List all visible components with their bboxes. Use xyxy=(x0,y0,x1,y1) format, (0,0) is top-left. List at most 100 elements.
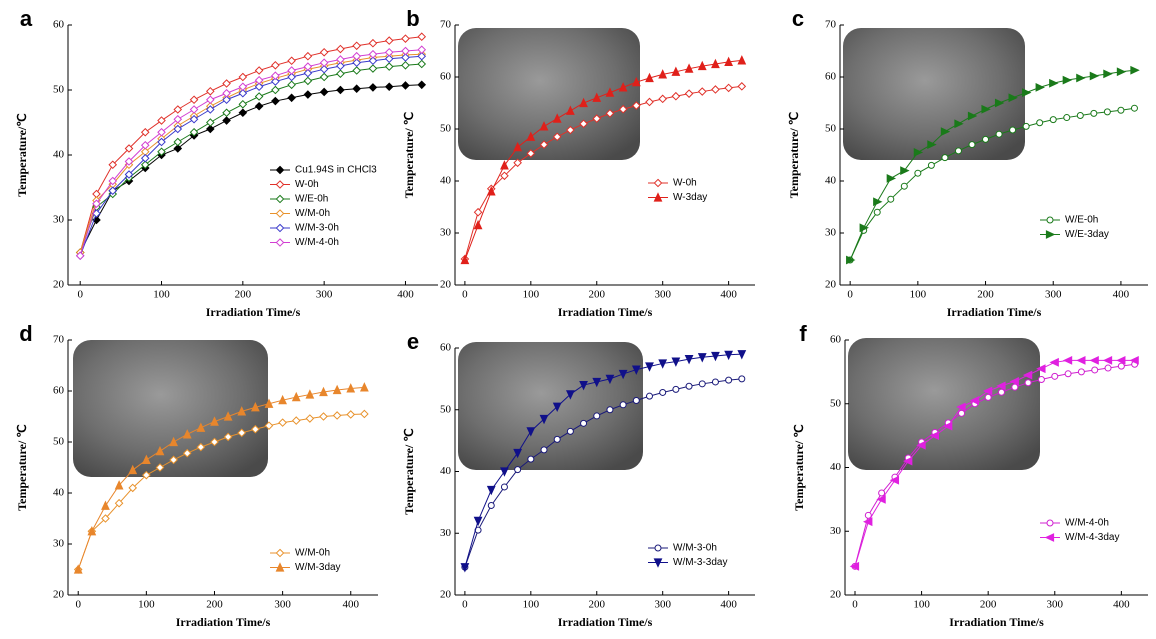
data-point xyxy=(1090,109,1098,117)
legend-marker xyxy=(1045,230,1056,239)
panel-label: c xyxy=(792,6,804,31)
legend-label: W-0h xyxy=(673,178,697,189)
data-point xyxy=(264,398,274,408)
data-point xyxy=(1036,119,1044,127)
series-line xyxy=(464,59,742,261)
series-line xyxy=(854,363,1135,567)
series-line xyxy=(464,378,742,568)
data-point xyxy=(1049,78,1059,88)
legend-label: W/M-0h xyxy=(295,208,330,219)
y-axis-label: Temperature/ ℃ xyxy=(15,424,29,510)
data-point xyxy=(141,454,151,464)
data-point xyxy=(997,388,1005,396)
data-point xyxy=(1103,69,1113,79)
data-point xyxy=(128,464,138,475)
x-tick-label: 0 xyxy=(77,289,83,301)
data-point xyxy=(287,66,296,75)
data-point xyxy=(995,130,1003,138)
data-point xyxy=(336,85,345,95)
data-point xyxy=(1062,75,1073,85)
data-point xyxy=(527,455,535,463)
data-point xyxy=(737,82,747,91)
data-point xyxy=(254,82,264,92)
data-point xyxy=(632,101,641,110)
data-point xyxy=(417,51,427,61)
y-tick-label: 60 xyxy=(53,385,65,397)
legend-label: W/E-0h xyxy=(1065,215,1098,226)
data-point xyxy=(914,169,922,177)
data-point xyxy=(1076,111,1084,119)
data-point xyxy=(513,448,523,459)
data-point xyxy=(737,55,747,65)
panel-label: a xyxy=(20,6,33,31)
data-point xyxy=(114,498,124,508)
data-point xyxy=(291,391,301,402)
data-point xyxy=(303,62,313,71)
data-point xyxy=(108,176,118,186)
legend-marker xyxy=(275,238,285,247)
data-point xyxy=(189,95,199,105)
data-point xyxy=(1022,370,1033,380)
data-point xyxy=(173,124,183,134)
data-point xyxy=(526,427,536,437)
data-point xyxy=(189,127,199,137)
data-point xyxy=(859,223,869,233)
data-point xyxy=(384,47,394,57)
y-tick-label: 60 xyxy=(53,19,65,31)
legend-marker xyxy=(275,548,285,558)
data-point xyxy=(303,51,313,61)
data-point xyxy=(157,137,166,147)
data-point xyxy=(500,467,509,477)
data-point xyxy=(254,92,264,101)
data-point xyxy=(902,456,913,466)
data-point xyxy=(969,396,979,405)
y-tick-label: 20 xyxy=(53,279,65,291)
sem-image xyxy=(458,342,643,470)
data-point xyxy=(900,182,908,190)
data-point xyxy=(846,255,856,265)
legend-label: W/E-0h xyxy=(295,194,328,205)
x-tick-label: 300 xyxy=(654,289,671,301)
data-point xyxy=(206,95,215,105)
x-axis-label: Irradiation Time/s xyxy=(949,615,1044,629)
data-point xyxy=(384,36,394,45)
data-point xyxy=(417,45,427,55)
data-point xyxy=(401,34,410,43)
data-point xyxy=(873,208,881,216)
data-point xyxy=(305,414,315,423)
x-tick-label: 300 xyxy=(316,289,333,301)
legend-marker xyxy=(653,192,663,202)
y-axis-label: Temperature/ ℃ xyxy=(402,428,416,514)
x-tick-label: 100 xyxy=(523,289,540,301)
x-tick-label: 0 xyxy=(847,289,853,301)
series-line xyxy=(849,107,1135,261)
data-point xyxy=(672,385,680,393)
data-point xyxy=(540,446,548,454)
y-tick-label: 40 xyxy=(830,461,842,473)
data-point xyxy=(645,97,654,107)
data-point xyxy=(189,114,199,124)
data-point xyxy=(984,393,992,401)
legend-marker xyxy=(275,209,285,218)
legend-marker xyxy=(275,223,285,233)
y-tick-label: 40 xyxy=(825,175,837,187)
panel-label: b xyxy=(406,6,419,31)
data-point xyxy=(565,105,575,115)
data-point xyxy=(264,421,274,430)
data-point xyxy=(996,381,1006,391)
data-point xyxy=(368,56,378,66)
data-point xyxy=(645,72,654,83)
data-point xyxy=(592,377,602,388)
data-point xyxy=(526,149,536,158)
data-point xyxy=(1076,356,1086,365)
x-tick-label: 400 xyxy=(1113,599,1130,611)
data-point xyxy=(487,501,495,509)
data-point xyxy=(319,412,328,421)
data-point xyxy=(1022,122,1030,130)
data-point xyxy=(606,406,614,414)
data-point xyxy=(1011,383,1019,391)
x-tick-label: 400 xyxy=(1113,289,1130,301)
data-point xyxy=(114,480,124,490)
y-tick-label: 40 xyxy=(53,487,65,499)
data-point xyxy=(401,60,410,70)
